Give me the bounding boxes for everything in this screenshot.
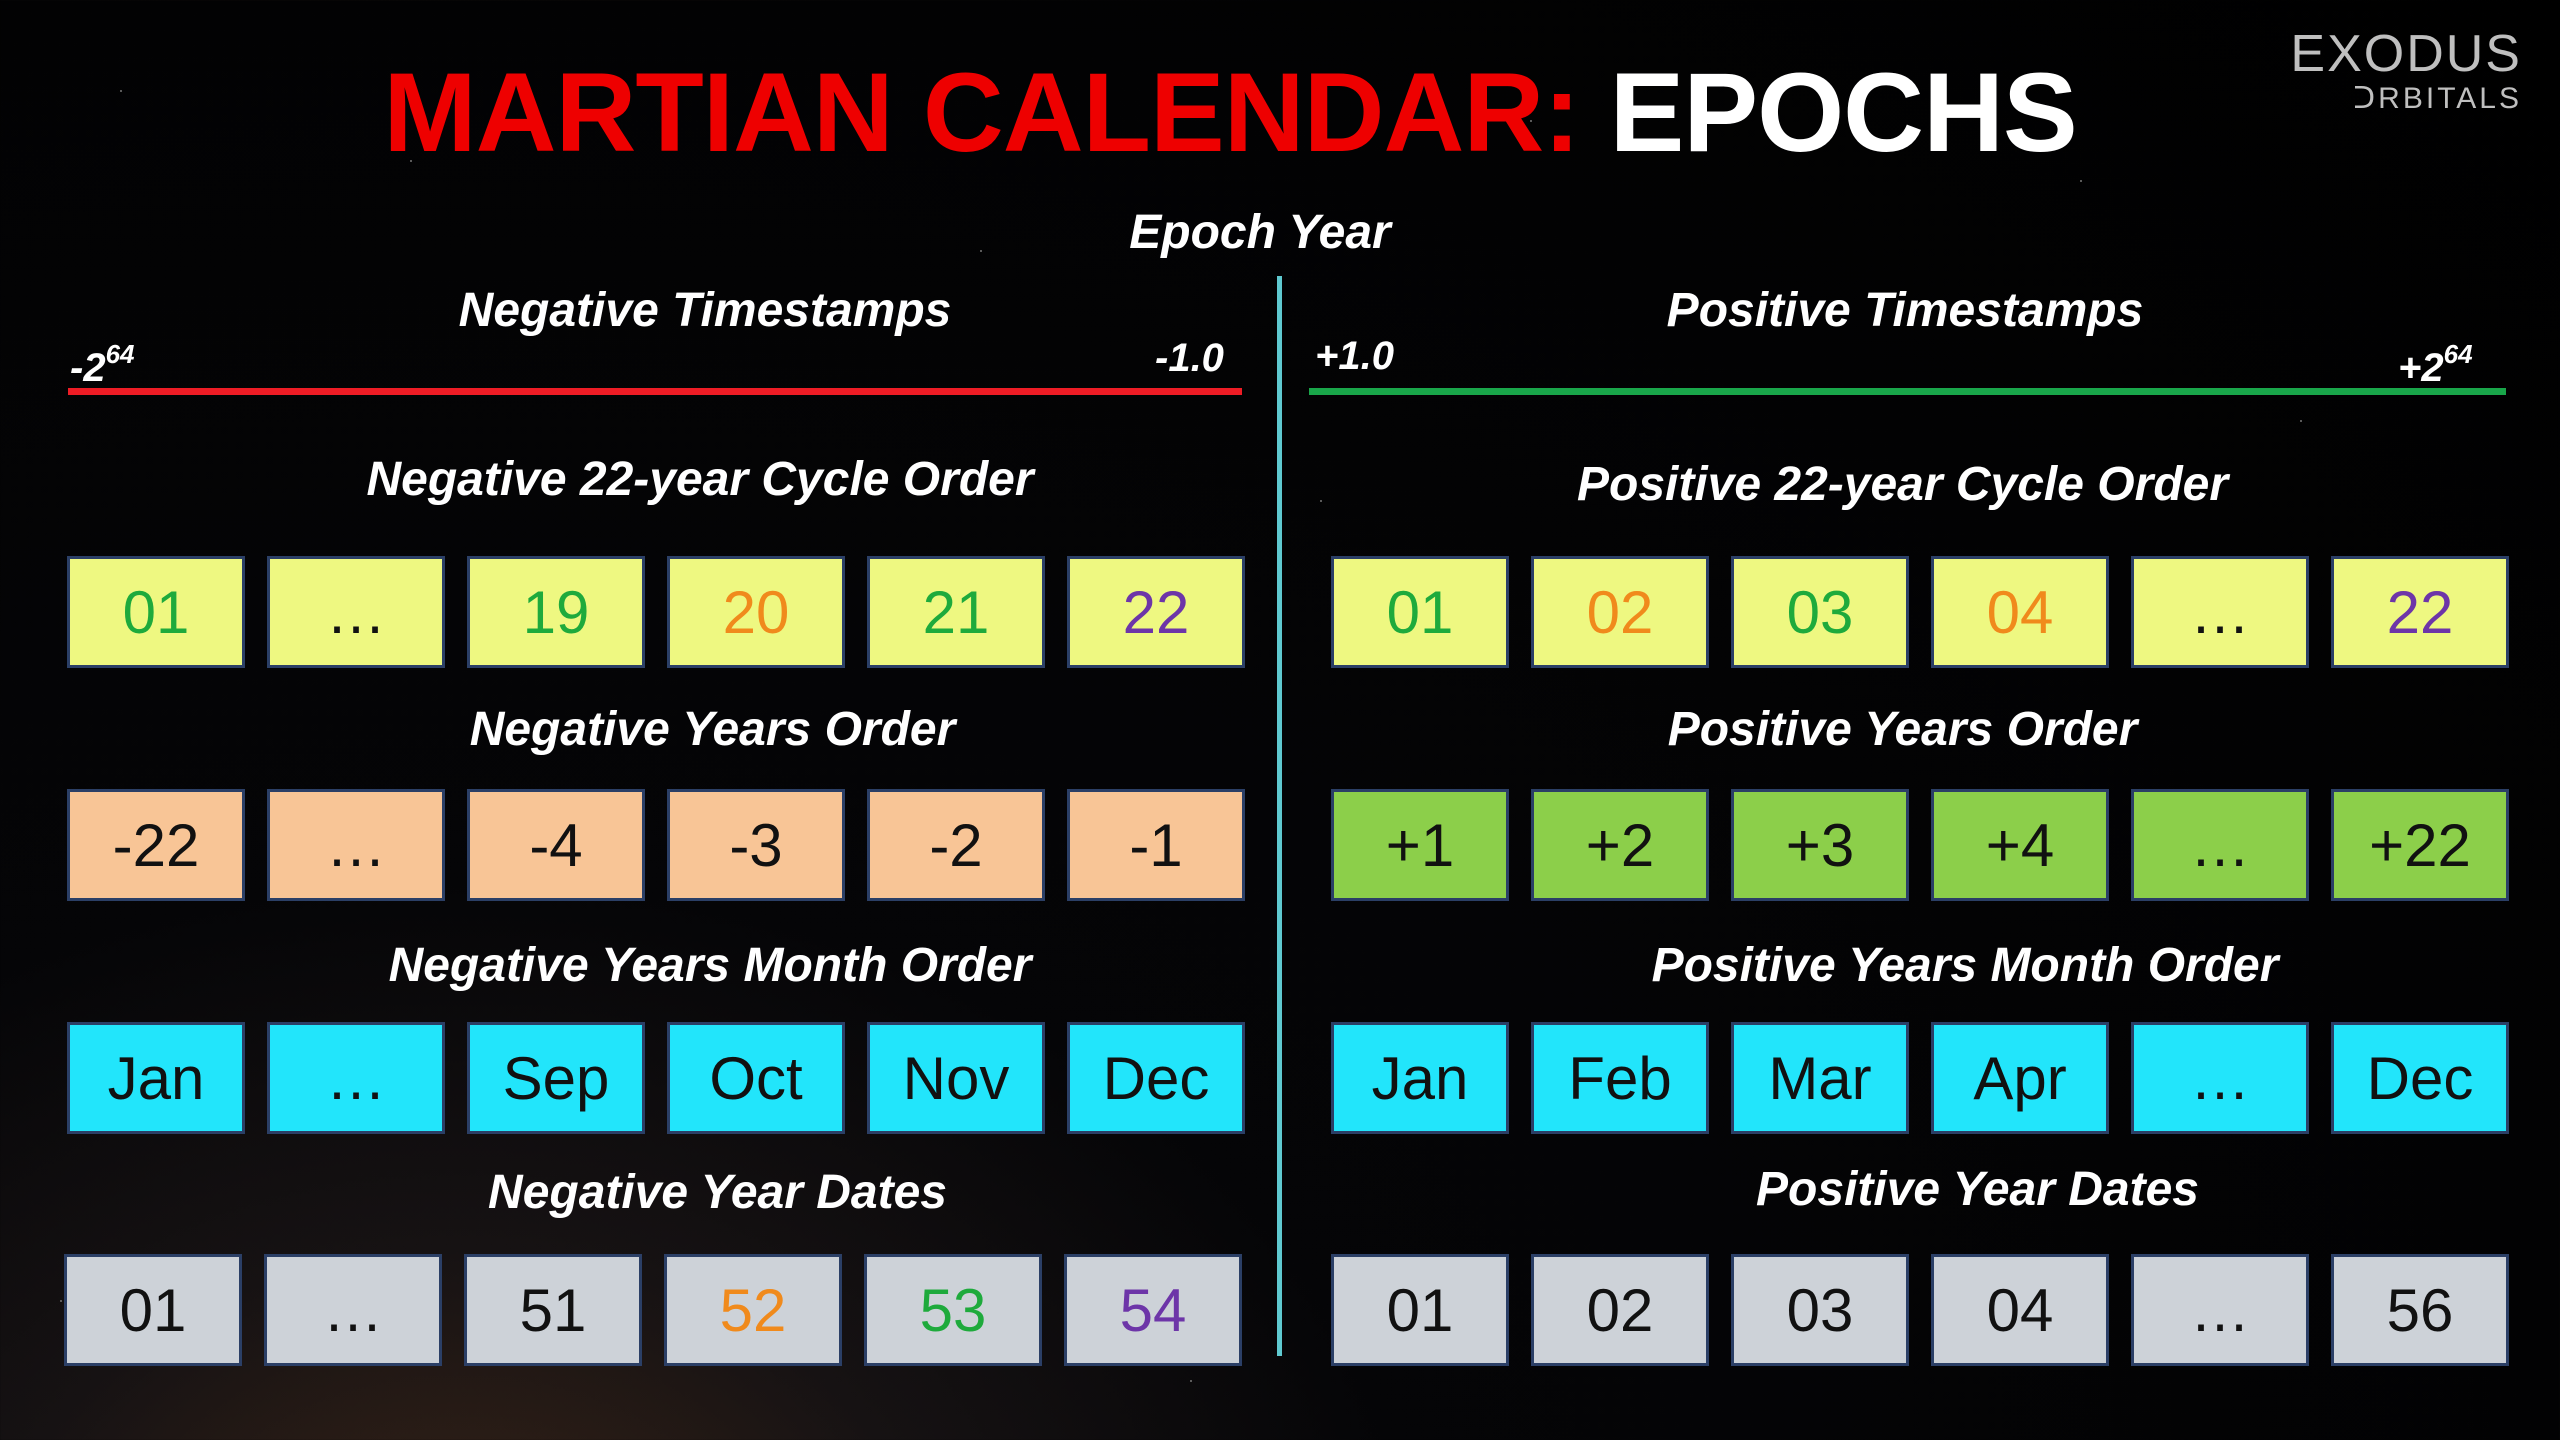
negative-timeline	[68, 388, 1242, 395]
positive-month-cell: Mar	[1731, 1022, 1909, 1134]
star	[2300, 420, 2302, 422]
negative-date-cell: 53	[864, 1254, 1042, 1366]
negative-year-cell: -4	[467, 789, 645, 901]
positive-date-cell: …	[2131, 1254, 2309, 1366]
positive-years-label: Positive Years Order	[1667, 703, 2138, 756]
positive-month-cell: Dec	[2331, 1022, 2509, 1134]
positive-months-row: Jan Feb Mar Apr … Dec	[1331, 1022, 2509, 1134]
logo-line-2: ᑐRBITALS	[2353, 82, 2522, 115]
positive-end-base: +2	[2398, 346, 2444, 390]
positive-cycle-cell: 22	[2331, 556, 2509, 668]
negative-date-cell: …	[264, 1254, 442, 1366]
negative-year-cell: -1	[1067, 789, 1245, 901]
negative-month-cell: …	[267, 1022, 445, 1134]
title-part-red: MARTIAN CALENDAR:	[383, 50, 1580, 175]
negative-date-cell: 54	[1064, 1254, 1242, 1366]
positive-cycle-cell: 03	[1731, 556, 1909, 668]
positive-date-cell: 04	[1931, 1254, 2109, 1366]
star	[980, 250, 982, 252]
star	[1190, 1380, 1192, 1382]
positive-date-cell: 03	[1731, 1254, 1909, 1366]
negative-month-cell: Nov	[867, 1022, 1045, 1134]
positive-year-cell: +2	[1531, 789, 1709, 901]
negative-dates-label: Negative Year Dates	[488, 1166, 947, 1219]
negative-month-cell: Jan	[67, 1022, 245, 1134]
positive-months-label: Positive Years Month Order	[1651, 939, 2279, 992]
positive-year-cell: +4	[1931, 789, 2109, 901]
positive-end-label: +264	[2398, 330, 2473, 392]
positive-month-cell: …	[2131, 1022, 2309, 1134]
negative-month-cell: Dec	[1067, 1022, 1245, 1134]
negative-cycle-cell: 19	[467, 556, 645, 668]
positive-month-cell: Jan	[1331, 1022, 1509, 1134]
positive-cycle-label: Positive 22-year Cycle Order	[1576, 458, 2229, 511]
negative-cycle-cell: 20	[667, 556, 845, 668]
positive-date-cell: 02	[1531, 1254, 1709, 1366]
star	[2150, 960, 2152, 962]
negative-cycle-row: 01 … 19 20 21 22	[67, 556, 1245, 668]
star	[60, 1300, 62, 1302]
negative-years-row: -22 … -4 -3 -2 -1	[67, 789, 1245, 901]
negative-year-cell: …	[267, 789, 445, 901]
negative-end-label: -1.0	[1155, 336, 1224, 380]
star	[1530, 120, 1532, 122]
positive-dates-row: 01 02 03 04 … 56	[1331, 1254, 2509, 1366]
negative-cycle-label: Negative 22-year Cycle Order	[366, 453, 1034, 506]
exodus-orbitals-logo: EXODUS ᑐRBITALS	[2290, 26, 2522, 116]
negative-year-cell: -3	[667, 789, 845, 901]
title-part-white: EPOCHS	[1609, 50, 2078, 175]
negative-date-cell: 01	[64, 1254, 242, 1366]
positive-year-cell: …	[2131, 789, 2309, 901]
negative-dates-row: 01 … 51 52 53 54	[64, 1254, 1242, 1366]
positive-year-cell: +22	[2331, 789, 2509, 901]
positive-cycle-cell: …	[2131, 556, 2309, 668]
positive-cycle-cell: 02	[1531, 556, 1709, 668]
positive-start-label: +1.0	[1315, 334, 1394, 378]
negative-start-base: -2	[70, 346, 106, 390]
negative-years-label: Negative Years Order	[469, 703, 956, 756]
negative-cycle-cell: 01	[67, 556, 245, 668]
negative-date-cell: 51	[464, 1254, 642, 1366]
star	[120, 90, 122, 92]
negative-year-cell: -22	[67, 789, 245, 901]
positive-years-row: +1 +2 +3 +4 … +22	[1331, 789, 2509, 901]
negative-timestamps-label: Negative Timestamps	[458, 284, 952, 337]
center-divider	[1277, 276, 1282, 1356]
negative-months-row: Jan … Sep Oct Nov Dec	[67, 1022, 1245, 1134]
positive-month-cell: Apr	[1931, 1022, 2109, 1134]
negative-month-cell: Oct	[667, 1022, 845, 1134]
star	[2080, 180, 2082, 182]
epoch-year-label: Epoch Year	[1129, 206, 1391, 259]
positive-cycle-row: 01 02 03 04 … 22	[1331, 556, 2509, 668]
star	[1320, 500, 1322, 502]
page-title: MARTIAN CALENDAR: EPOCHS	[0, 48, 2460, 178]
negative-month-cell: Sep	[467, 1022, 645, 1134]
negative-start-label: -264	[70, 330, 135, 392]
negative-cycle-cell: 21	[867, 556, 1045, 668]
star	[410, 160, 412, 162]
positive-dates-label: Positive Year Dates	[1756, 1163, 2199, 1216]
positive-timestamps-label: Positive Timestamps	[1666, 284, 2144, 337]
positive-timeline	[1309, 388, 2506, 395]
logo-line-1: EXODUS	[2290, 25, 2522, 83]
negative-months-label: Negative Years Month Order	[388, 939, 1032, 992]
positive-end-exponent: 64	[2443, 339, 2473, 369]
negative-cycle-cell: …	[267, 556, 445, 668]
negative-start-exponent: 64	[105, 339, 135, 369]
positive-date-cell: 56	[2331, 1254, 2509, 1366]
positive-year-cell: +1	[1331, 789, 1509, 901]
negative-date-cell: 52	[664, 1254, 842, 1366]
positive-cycle-cell: 01	[1331, 556, 1509, 668]
positive-cycle-cell: 04	[1931, 556, 2109, 668]
positive-month-cell: Feb	[1531, 1022, 1709, 1134]
positive-year-cell: +3	[1731, 789, 1909, 901]
positive-date-cell: 01	[1331, 1254, 1509, 1366]
negative-cycle-cell: 22	[1067, 556, 1245, 668]
negative-year-cell: -2	[867, 789, 1045, 901]
